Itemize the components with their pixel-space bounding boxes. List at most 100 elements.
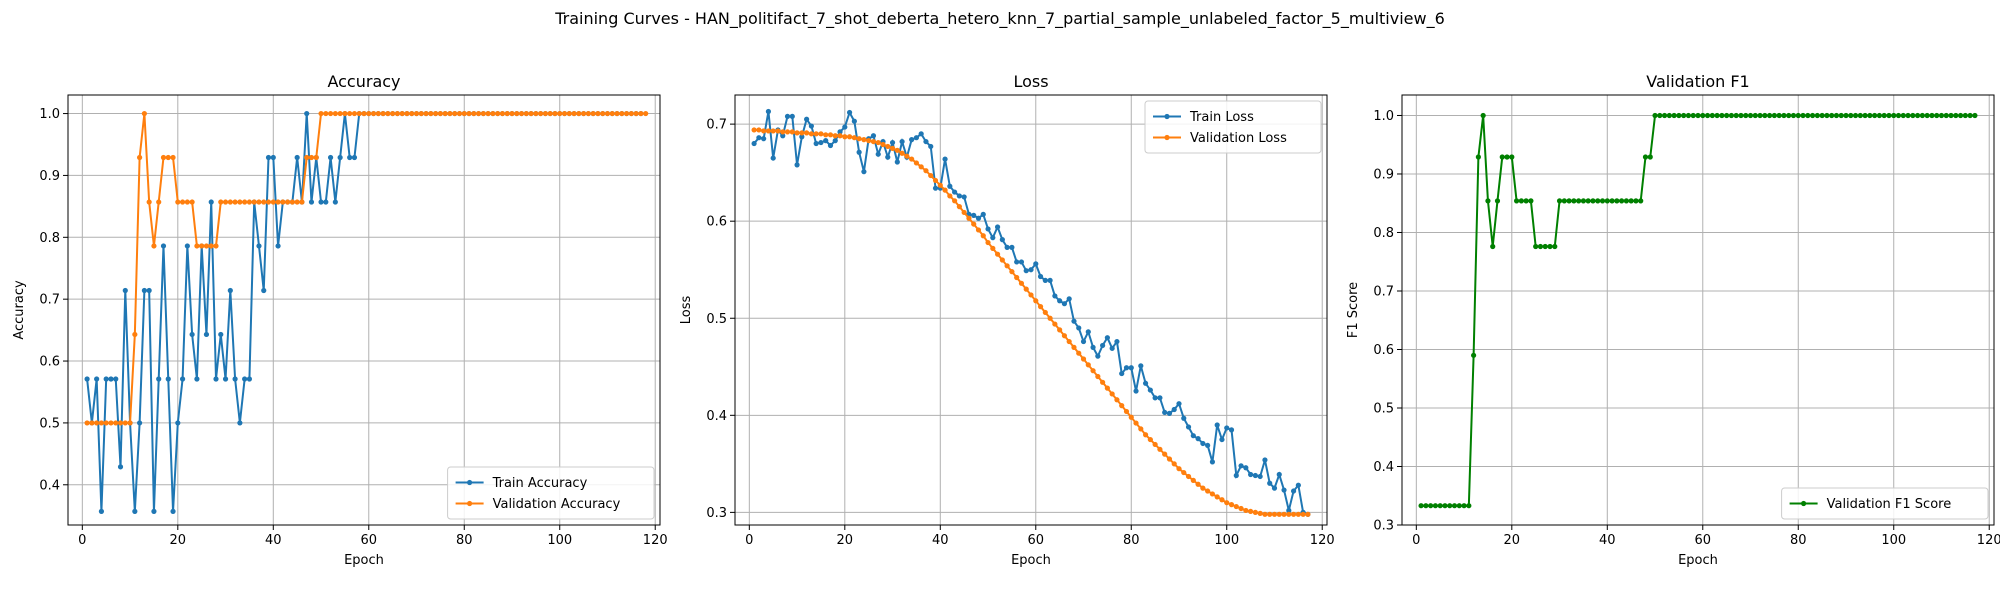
chart2-series-1-point	[909, 137, 915, 143]
chart1-y-tick-label: 0.6	[39, 355, 60, 370]
chart2-series-2-point	[937, 182, 943, 188]
chart2-series-2-point	[842, 134, 848, 140]
chart2-series-1-point	[990, 235, 996, 241]
chart2-series-1-point	[1090, 344, 1096, 350]
chart1-series-2-point	[222, 199, 229, 205]
chart2-series-1-point	[1214, 422, 1220, 428]
chart1-series-2-point	[170, 154, 176, 161]
chart2-series-1-point	[918, 131, 924, 137]
chart2-series-1-point	[932, 185, 939, 191]
chart1-series-1-point	[323, 199, 329, 205]
chart3-series-1-point	[1900, 112, 1906, 119]
chart3-series-1-point	[1690, 112, 1696, 119]
chart1-series-1-point	[337, 154, 343, 161]
chart3-axes-frame	[1401, 94, 1995, 526]
chart3-series-1-point	[1967, 112, 1973, 119]
chart1-x-tick-label: 60	[361, 533, 378, 548]
chart3-x-tick-label: 100	[1881, 533, 1906, 548]
chart3-y-tick-label: 0.9	[1373, 167, 1394, 182]
chart2-series-1-point	[1281, 487, 1287, 493]
chart3-series-1-point	[1528, 198, 1534, 204]
chart1-series-1-point	[94, 376, 100, 382]
chart3-series-1-point	[1948, 112, 1954, 119]
chart2-series-1-point	[1004, 244, 1010, 250]
chart2-series-1-point	[1200, 440, 1206, 447]
chart1-x-tick-label: 0	[78, 533, 86, 548]
chart2-series-1-point	[894, 159, 900, 165]
chart2-series-1-point	[1152, 395, 1158, 401]
chart2-series-2-point	[1271, 511, 1278, 517]
chart1-series-1-point	[165, 376, 171, 382]
chart3-series-1-point	[1494, 198, 1501, 204]
chart3-series-1-point	[1771, 112, 1777, 119]
chart3-x-tick-label: 80	[1790, 533, 1807, 548]
chart2-series-2-point	[751, 127, 757, 133]
chart3-series-1-point	[1776, 112, 1782, 119]
chart3-legend-marker	[1801, 500, 1807, 507]
chart1-y-tick-label: 0.9	[39, 169, 60, 184]
chart1-series-2-point	[490, 110, 496, 117]
chart1-series-2-point	[203, 243, 210, 249]
chart2-series-2-point	[1181, 469, 1187, 476]
chart2-series-1-point	[942, 156, 948, 162]
chart1-series-1-point	[222, 376, 229, 382]
chart3-series-1-point	[1852, 112, 1859, 119]
chart3-series-1-point	[1499, 154, 1505, 160]
chart2-x-tick-label: 20	[837, 533, 854, 548]
chart2-series-2-point	[904, 153, 910, 159]
chart3-y-tick-label: 0.5	[1373, 401, 1394, 416]
chart1-series-2-point	[514, 110, 520, 117]
chart1-y-tick-label: 0.8	[39, 231, 60, 246]
chart1-series-2-point	[318, 110, 324, 117]
chart1-series-2-point	[351, 110, 358, 117]
chart2-series-2-point	[1133, 420, 1139, 426]
chart3-series-1-point	[1619, 198, 1625, 204]
chart2-series-1-point	[1052, 293, 1058, 299]
chart2-x-tick-label: 80	[1123, 533, 1140, 548]
chart2-series-2-point	[952, 198, 958, 204]
chart2-series-2-point	[827, 132, 834, 138]
chart2-series-1-point	[1176, 401, 1182, 407]
chart3-series-1-point	[1924, 112, 1930, 119]
chart2-series-2-point	[1123, 408, 1130, 415]
chart2-series-1-point	[999, 237, 1005, 243]
chart3-series-1-point	[1915, 112, 1921, 119]
chart3-series-1-point	[1518, 198, 1524, 204]
chart2-series-1-point	[1267, 480, 1273, 486]
chart2-series-1-point	[842, 124, 848, 130]
chart2-series-2-point	[947, 193, 953, 199]
chart2-series-2-point	[1100, 379, 1106, 385]
chart2-series-2-point	[1052, 321, 1058, 327]
chart3-series-1-point	[1681, 112, 1687, 119]
chart3-series-1-point	[1595, 198, 1601, 204]
chart2-series-2-point	[975, 227, 982, 233]
chart2-series-1-point	[1128, 365, 1134, 371]
chart2-series-2-point	[1305, 511, 1311, 517]
chart3-series-1-point	[1919, 112, 1925, 119]
chart1-x-tick-label: 20	[170, 533, 187, 548]
chart1-series-1-point	[261, 287, 267, 294]
chart1-series-2-point	[370, 110, 377, 117]
chart2-series-2-point	[1109, 391, 1115, 397]
chart1-x-tick-label: 100	[547, 533, 572, 548]
chart1-legend-marker	[467, 479, 473, 486]
chart2-series-1-point	[913, 135, 920, 141]
chart3-series-1-point	[1590, 198, 1596, 204]
chart1-series-1-point	[122, 287, 128, 294]
chart2-series-1-point	[1057, 298, 1063, 304]
chart2-series-1-point	[1166, 410, 1173, 416]
chart1-series-2-point	[213, 243, 219, 249]
chart2-x-tick-label: 120	[1310, 533, 1335, 548]
chart2-series-2-point	[1033, 298, 1039, 304]
chart2-series-2-point	[861, 137, 867, 143]
chart1-series-1-point	[175, 420, 181, 426]
chart1-series-2-point	[480, 110, 486, 117]
chart2-series-2-point	[1200, 485, 1206, 491]
chart1-series-2-point	[218, 199, 224, 205]
chart2-series-1-point	[1238, 463, 1244, 469]
chart2-series-1-point	[1114, 338, 1120, 345]
chart2-x-tick-label: 40	[932, 533, 949, 548]
chart2-series-2-point	[923, 168, 929, 174]
chart3-legend-box	[1781, 487, 1989, 520]
chart1-series-2-point	[323, 110, 329, 117]
